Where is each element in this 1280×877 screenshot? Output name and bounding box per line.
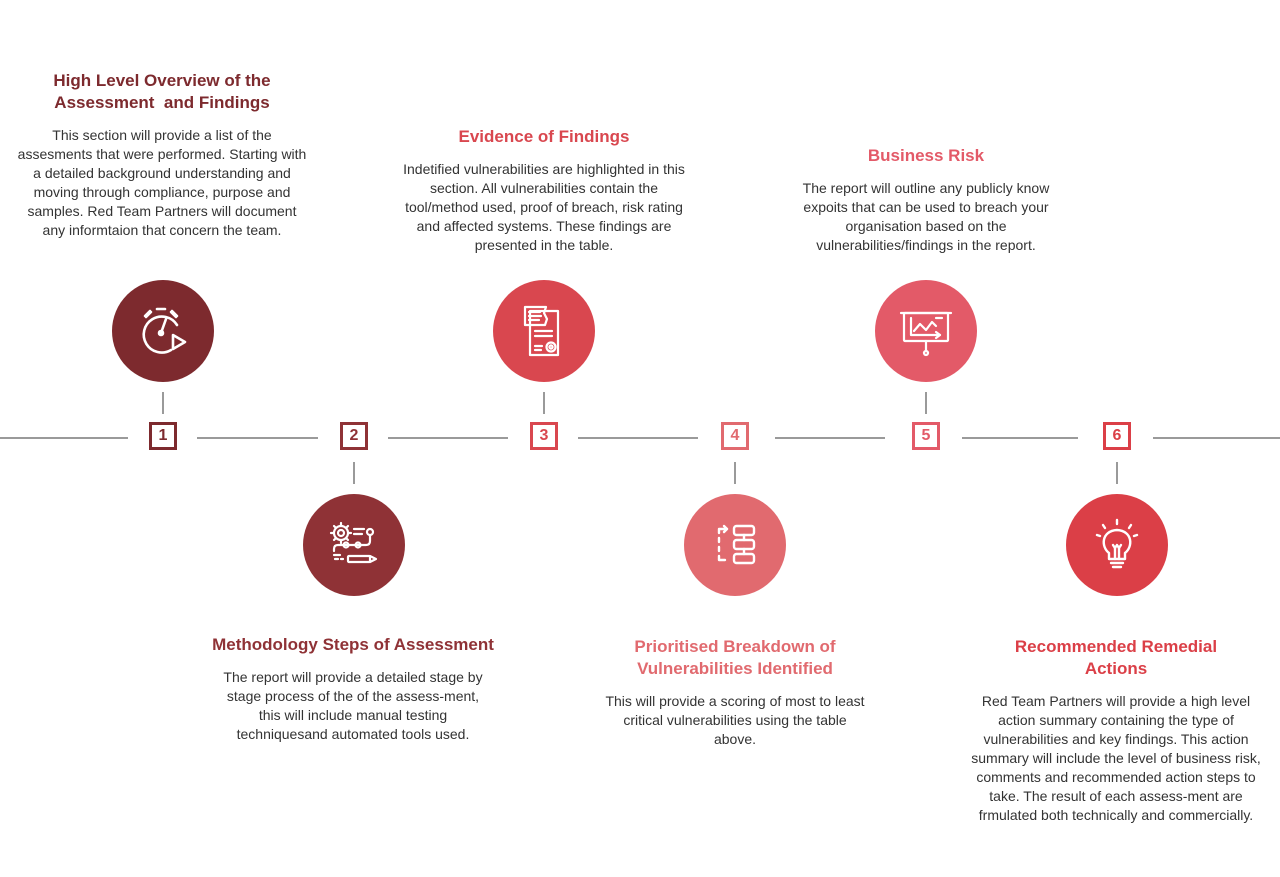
presentation-board-icon	[899, 311, 953, 357]
step-3-description: Indetified vulnerabilities are highlight…	[403, 161, 685, 253]
step-marker-3: 3	[530, 422, 558, 450]
connector-4	[734, 462, 736, 484]
step-5-circle	[875, 280, 977, 382]
step-marker-1: 1	[149, 422, 177, 450]
step-6-text: Recommended Remedial Actions Red Team Pa…	[962, 636, 1270, 825]
connector-2	[353, 462, 355, 484]
step-6-description: Red Team Partners will provide a high le…	[971, 693, 1261, 823]
gear-process-icon	[329, 521, 378, 564]
step-5-description: The report will outline any publicly kno…	[802, 180, 1050, 253]
connector-3	[543, 392, 545, 414]
stopwatch-play-icon	[142, 307, 187, 354]
step-marker-5: 5	[912, 422, 940, 450]
step-4-circle	[684, 494, 786, 596]
step-2-circle	[303, 494, 405, 596]
step-number: 4	[730, 427, 740, 444]
step-4-description: This will provide a scoring of most to l…	[605, 693, 865, 747]
connector-1	[162, 392, 164, 414]
step-6-circle	[1066, 494, 1168, 596]
step-2-description: The report will provide a detailed stage…	[223, 669, 483, 742]
step-6-title: Recommended Remedial Actions	[1014, 637, 1218, 678]
connector-5	[925, 392, 927, 414]
connector-6	[1116, 462, 1118, 484]
step-number: 3	[539, 427, 549, 444]
step-4-text: Prioritised Breakdown of Vulnerabilities…	[584, 636, 886, 749]
step-2-text: Methodology Steps of Assessment The repo…	[203, 634, 503, 744]
step-1-text: High Level Overview of the Assessment an…	[12, 70, 312, 240]
step-number: 6	[1112, 427, 1122, 444]
step-marker-6: 6	[1103, 422, 1131, 450]
step-2-title: Methodology Steps of Assessment	[212, 635, 494, 654]
line-gap	[128, 430, 198, 446]
step-3-text: Evidence of Findings Indetified vulnerab…	[393, 126, 695, 255]
document-certificate-icon	[523, 305, 560, 357]
step-number: 2	[349, 427, 359, 444]
step-4-title: Prioritised Breakdown of Vulnerabilities…	[634, 637, 836, 678]
step-1-title: High Level Overview of the Assessment an…	[53, 71, 271, 112]
step-5-text: Business Risk The report will outline an…	[776, 145, 1076, 255]
step-3-title: Evidence of Findings	[458, 127, 630, 146]
step-marker-4: 4	[721, 422, 749, 450]
step-1-description: This section will provide a list of the …	[17, 127, 307, 238]
step-5-title: Business Risk	[867, 146, 985, 165]
step-number: 1	[158, 427, 168, 444]
step-marker-2: 2	[340, 422, 368, 450]
flowchart-icon	[717, 524, 756, 565]
step-1-circle	[112, 280, 214, 382]
timeline-line	[0, 437, 1280, 439]
step-number: 5	[921, 427, 931, 444]
lightbulb-icon	[1095, 518, 1139, 569]
step-3-circle	[493, 280, 595, 382]
